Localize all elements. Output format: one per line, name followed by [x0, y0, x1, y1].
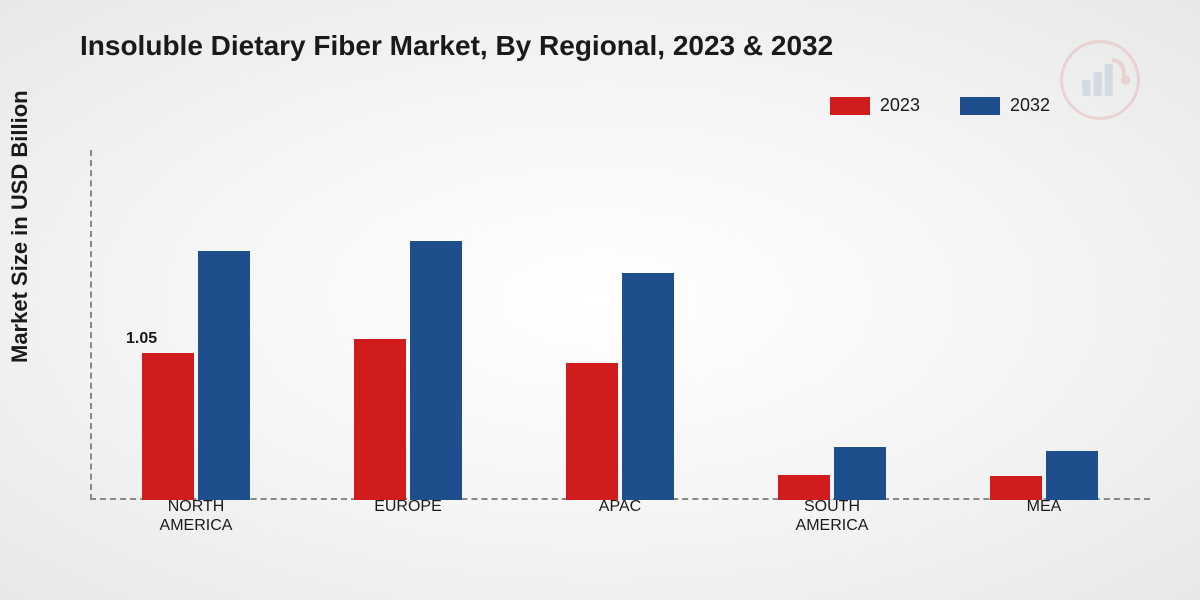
legend-label-2023: 2023: [880, 95, 920, 116]
x-axis-label: APAC: [545, 497, 695, 535]
bar-group: [757, 447, 907, 500]
bar: [410, 241, 462, 500]
legend-swatch-2023: [830, 97, 870, 115]
bar-group: [545, 273, 695, 500]
bar: [834, 447, 886, 500]
legend-swatch-2032: [960, 97, 1000, 115]
legend-item-2032: 2032: [960, 95, 1050, 116]
bar: [566, 363, 618, 500]
x-axis-labels: NORTHAMERICA EUROPE APAC SOUTHAMERICA MEA: [90, 497, 1150, 535]
x-axis-label: EUROPE: [333, 497, 483, 535]
bar-group: 1.05: [121, 251, 271, 500]
bar-group: [333, 241, 483, 500]
x-axis-label: MEA: [969, 497, 1119, 535]
watermark-logo-icon: [1060, 40, 1140, 120]
bar-value-label: 1.05: [126, 330, 157, 348]
bars-container: 1.05: [90, 150, 1150, 500]
legend: 2023 2032: [830, 95, 1050, 116]
x-axis-label: NORTHAMERICA: [121, 497, 271, 535]
legend-label-2032: 2032: [1010, 95, 1050, 116]
chart-title: Insoluble Dietary Fiber Market, By Regio…: [80, 30, 833, 62]
chart-area: 1.05 NORTHAMERICAEUROPEAPACSOUTHAMERICAM…: [90, 150, 1150, 530]
bar: [198, 251, 250, 500]
bar: [354, 339, 406, 500]
x-axis-label: SOUTHAMERICA: [757, 497, 907, 535]
bar: [1046, 451, 1098, 500]
bar: [142, 353, 194, 500]
bar-group: [969, 451, 1119, 500]
bar: [622, 273, 674, 500]
y-axis-label: Market Size in USD Billion: [7, 90, 33, 363]
legend-item-2023: 2023: [830, 95, 920, 116]
